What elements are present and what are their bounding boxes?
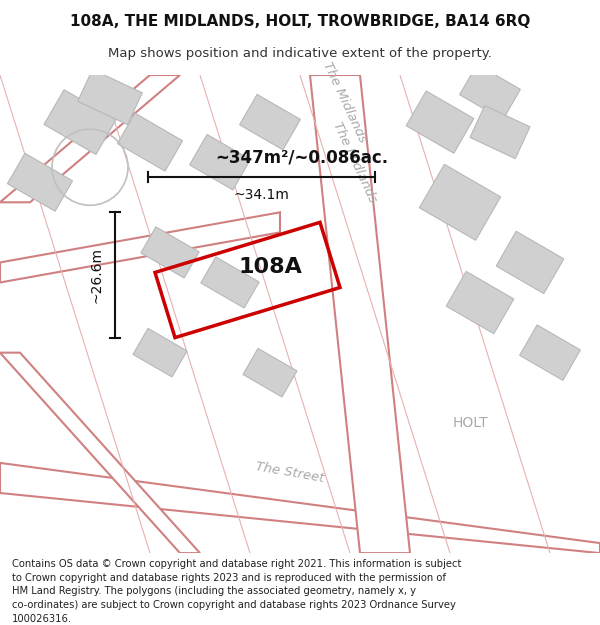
Bar <box>520 325 580 381</box>
Text: Contains OS data © Crown copyright and database right 2021. This information is : Contains OS data © Crown copyright and d… <box>12 559 461 569</box>
Bar <box>239 94 301 150</box>
Text: The Midlands: The Midlands <box>320 59 370 144</box>
Bar <box>243 348 297 397</box>
Text: 108A, THE MIDLANDS, HOLT, TROWBRIDGE, BA14 6RQ: 108A, THE MIDLANDS, HOLT, TROWBRIDGE, BA… <box>70 14 530 29</box>
Text: ~347m²/~0.086ac.: ~347m²/~0.086ac. <box>215 148 388 166</box>
Bar <box>190 134 250 190</box>
Text: The Street: The Street <box>254 461 325 486</box>
Bar <box>133 328 187 377</box>
Text: 100026316.: 100026316. <box>12 614 72 624</box>
Polygon shape <box>0 213 280 282</box>
Text: The Midlands: The Midlands <box>331 120 379 204</box>
Bar <box>77 69 142 124</box>
Polygon shape <box>0 352 200 553</box>
Bar <box>7 153 73 211</box>
Bar <box>446 271 514 334</box>
Polygon shape <box>0 463 600 553</box>
Text: HOLT: HOLT <box>452 416 488 430</box>
Polygon shape <box>310 75 410 553</box>
Bar <box>44 90 116 154</box>
Text: Map shows position and indicative extent of the property.: Map shows position and indicative extent… <box>108 48 492 61</box>
Text: to Crown copyright and database rights 2023 and is reproduced with the permissio: to Crown copyright and database rights 2… <box>12 572 446 582</box>
Bar <box>118 113 182 171</box>
Bar <box>496 231 564 294</box>
Bar <box>201 257 259 308</box>
Text: ~26.6m: ~26.6m <box>90 247 104 303</box>
Bar <box>419 164 500 240</box>
Bar <box>470 106 530 159</box>
Polygon shape <box>0 75 180 202</box>
Bar <box>460 64 520 120</box>
Text: HM Land Registry. The polygons (including the associated geometry, namely x, y: HM Land Registry. The polygons (includin… <box>12 586 416 596</box>
Text: 108A: 108A <box>238 258 302 278</box>
Bar <box>141 227 199 278</box>
Text: ~34.1m: ~34.1m <box>233 188 289 202</box>
Bar <box>406 91 474 153</box>
Text: co-ordinates) are subject to Crown copyright and database rights 2023 Ordnance S: co-ordinates) are subject to Crown copyr… <box>12 600 456 610</box>
